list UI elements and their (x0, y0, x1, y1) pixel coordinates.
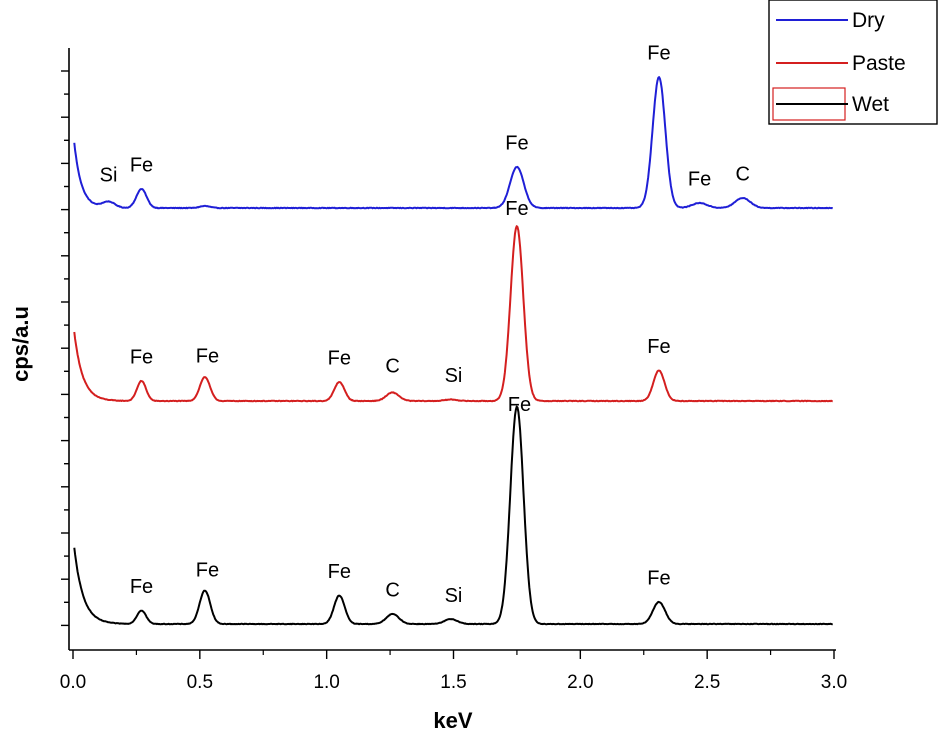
x-tick-label: 0.5 (187, 672, 213, 693)
peak-label: Si (445, 365, 463, 387)
y-axis-title: cps/a.u (8, 306, 33, 382)
legend-label-dry: Dry (852, 9, 885, 32)
x-tick-label: 0.0 (60, 672, 86, 693)
peak-labels: Si Fe Fe Fe Fe C Fe Fe Fe C Si Fe Fe Fe Fe Fe C Si Fe Fe (100, 42, 750, 606)
legend: Dry Paste Wet (768, 0, 938, 125)
peak-label: Fe (505, 133, 528, 155)
series-line-paste (73, 225, 833, 403)
legend-label-wet: Wet (852, 93, 889, 116)
x-tick-label: 3.0 (821, 672, 847, 693)
legend-label-paste: Paste (852, 52, 906, 75)
peak-label: Fe (196, 345, 219, 367)
peak-label: C (385, 356, 399, 378)
peak-label: Fe (508, 394, 531, 416)
series-layer (73, 76, 834, 626)
x-axis-title: keV (433, 708, 472, 733)
peak-label: Fe (130, 576, 153, 598)
peak-label: Fe (328, 348, 351, 370)
peak-label: Fe (130, 154, 153, 176)
peak-label: Fe (328, 561, 351, 583)
peak-label: Fe (647, 42, 670, 64)
x-tick-label: 1.5 (440, 672, 466, 693)
peak-label: Fe (196, 560, 219, 582)
peak-label: Si (100, 164, 118, 186)
y-ticks (61, 70, 69, 627)
peak-label: Fe (647, 336, 670, 358)
peak-label: Fe (688, 169, 711, 191)
peak-label: Si (445, 585, 463, 607)
peak-label: C (735, 164, 749, 186)
axes (68, 48, 836, 651)
peak-label: C (385, 580, 399, 602)
x-tick-label: 2.5 (694, 672, 720, 693)
x-tick-label: 2.0 (567, 672, 593, 693)
series-line-wet (73, 405, 833, 626)
x-ticks: 0.0 0.5 1.0 1.5 2.0 2.5 3.0 (60, 650, 847, 693)
peak-label: Fe (130, 346, 153, 368)
peak-label: Fe (647, 568, 670, 590)
x-tick-label: 1.0 (313, 672, 339, 693)
series-line-dry (73, 76, 834, 210)
peak-label: Fe (505, 198, 528, 220)
